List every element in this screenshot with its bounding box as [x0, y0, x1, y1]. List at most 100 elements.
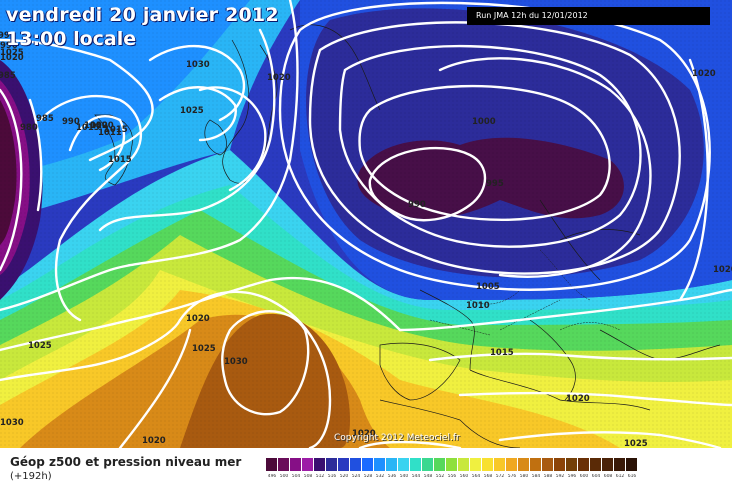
svg-text:1015: 1015: [104, 125, 128, 135]
color-scale-swatch: [566, 458, 577, 471]
color-scale-value: 496: [267, 474, 277, 479]
color-scale-value: 520: [339, 474, 349, 479]
svg-text:1020: 1020: [90, 121, 114, 131]
svg-text:985: 985: [36, 114, 54, 124]
color-scale-value: 552: [435, 474, 445, 479]
color-scale-value: 508: [303, 474, 313, 479]
svg-text:1030: 1030: [186, 60, 210, 70]
color-scale-swatch: [290, 458, 301, 471]
color-scale-swatch: [278, 458, 289, 471]
color-scale-swatch: [434, 458, 445, 471]
color-scale-value: 512: [315, 474, 325, 479]
color-scale-swatch: [410, 458, 421, 471]
color-scale-swatch: [542, 458, 553, 471]
color-scale-value: 540: [399, 474, 409, 479]
svg-text:1030: 1030: [0, 418, 24, 428]
svg-text:1030: 1030: [224, 357, 248, 367]
svg-text:1005: 1005: [476, 282, 500, 292]
color-scale-swatch: [302, 458, 313, 471]
svg-text:1025: 1025: [624, 439, 648, 448]
color-scale-swatch: [482, 458, 493, 471]
svg-text:1020: 1020: [692, 69, 716, 79]
svg-text:1020: 1020: [566, 394, 590, 404]
svg-text:1015: 1015: [490, 348, 514, 358]
legend-panel: Géop z500 et pression niveau mer (+192h)…: [0, 448, 732, 488]
color-scale-swatch: [602, 458, 613, 471]
color-scale-swatch: [554, 458, 565, 471]
color-scale-value: 588: [543, 474, 553, 479]
color-scale-swatch: [266, 458, 277, 471]
forecast-map: 995 980 985 990 985 1030 1020 1025 990 1…: [0, 0, 732, 448]
color-scale-swatch: [518, 458, 529, 471]
color-scale: [266, 458, 638, 471]
svg-text:1025: 1025: [180, 106, 204, 116]
color-scale-swatch: [362, 458, 373, 471]
geopotential-shading: [0, 0, 732, 448]
legend-subtitle: (+192h): [10, 471, 52, 482]
color-scale-value: 500: [279, 474, 289, 479]
svg-text:1015: 1015: [108, 155, 132, 165]
svg-text:1010: 1010: [84, 121, 108, 131]
color-scale-swatch: [626, 458, 637, 471]
color-scale-swatch: [614, 458, 625, 471]
svg-text:995: 995: [486, 179, 504, 189]
svg-text:980: 980: [20, 123, 38, 133]
color-scale-swatch: [494, 458, 505, 471]
color-scale-value: 544: [411, 474, 421, 479]
color-scale-value: 592: [555, 474, 565, 479]
color-scale-swatch: [530, 458, 541, 471]
color-scale-swatch: [470, 458, 481, 471]
svg-text:1025: 1025: [0, 48, 24, 58]
copyright-notice: Copyright 2012 Meteociel.fr: [334, 433, 460, 443]
map-time-title: 13:00 locale: [6, 28, 137, 50]
color-scale-value: 524: [351, 474, 361, 479]
color-scale-swatch: [314, 458, 325, 471]
svg-text:995: 995: [0, 31, 16, 41]
color-scale-value: 580: [519, 474, 529, 479]
color-scale-value: 556: [447, 474, 457, 479]
svg-text:1025: 1025: [192, 344, 216, 354]
color-scale-swatch: [350, 458, 361, 471]
color-scale-value: 528: [363, 474, 373, 479]
color-scale-swatch: [338, 458, 349, 471]
svg-text:990: 990: [0, 41, 18, 51]
color-scale-labels: 496 500 504 508 512 516 520 524 528 532 536 540 544 5…: [266, 474, 638, 479]
color-scale-value: 548: [423, 474, 433, 479]
color-scale-swatch: [578, 458, 589, 471]
isobar-labels: 995 980 985 990 985 1030 1020 1025 990 1…: [0, 31, 732, 448]
color-scale-value: 568: [483, 474, 493, 479]
legend-title: Géop z500 et pression niveau mer: [10, 455, 242, 469]
color-scale-value: 596: [567, 474, 577, 479]
svg-text:1020: 1020: [0, 53, 24, 63]
isobars: [0, 0, 732, 448]
color-scale-value: 576: [507, 474, 517, 479]
svg-text:1000: 1000: [472, 117, 496, 127]
color-scale-value: 564: [471, 474, 481, 479]
color-scale-value: 584: [531, 474, 541, 479]
svg-text:1025: 1025: [28, 341, 52, 351]
svg-text:990: 990: [408, 200, 426, 210]
color-scale-value: 536: [387, 474, 397, 479]
color-scale-value: 572: [495, 474, 505, 479]
color-scale-swatch: [422, 458, 433, 471]
color-scale-swatch: [590, 458, 601, 471]
run-info-label: Run JMA 12h du 12/01/2012: [467, 7, 710, 25]
svg-text:1020: 1020: [186, 314, 210, 324]
color-scale-value: 616: [627, 474, 637, 479]
svg-text:1020: 1020: [352, 429, 376, 439]
color-scale-value: 532: [375, 474, 385, 479]
svg-text:1010: 1010: [466, 301, 490, 311]
color-scale-value: 516: [327, 474, 337, 479]
color-scale-swatch: [374, 458, 385, 471]
color-scale-value: 600: [579, 474, 589, 479]
svg-text:985: 985: [0, 71, 16, 81]
svg-text:1011: 1011: [98, 128, 122, 138]
svg-text:1020: 1020: [142, 436, 166, 446]
color-scale-swatch: [446, 458, 457, 471]
color-scale-swatch: [386, 458, 397, 471]
map-date-title: vendredi 20 janvier 2012: [6, 4, 279, 26]
color-scale-value: 612: [615, 474, 625, 479]
svg-text:1020: 1020: [267, 73, 291, 83]
svg-text:1020: 1020: [713, 265, 732, 275]
